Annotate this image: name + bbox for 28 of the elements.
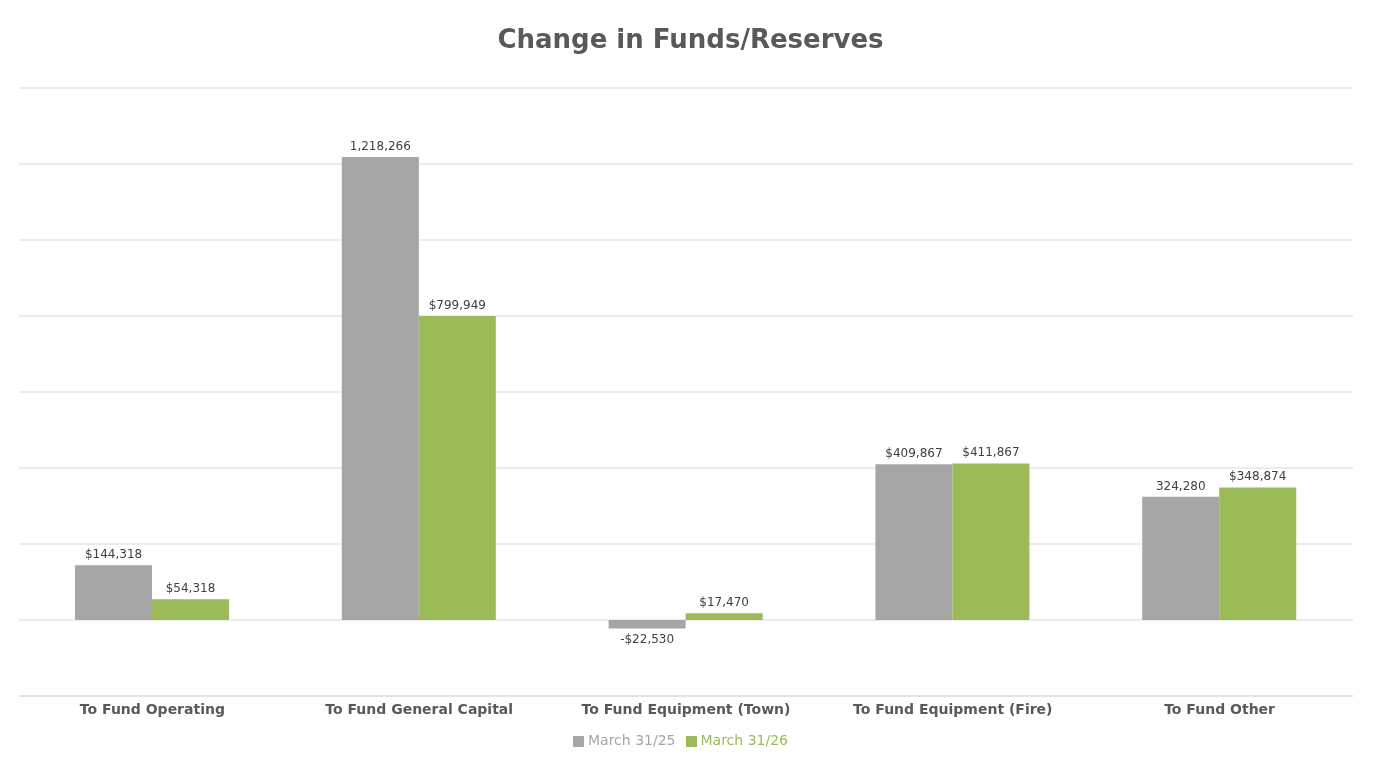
data-label: $348,874: [1229, 469, 1287, 484]
data-label: $799,949: [428, 298, 486, 313]
legend-label: March 31/26: [700, 732, 788, 748]
bar: [152, 599, 230, 620]
bar: [418, 316, 496, 620]
x-tick-label: To Fund General Capital: [325, 700, 514, 717]
data-label: $54,318: [165, 581, 216, 596]
bar: [1142, 496, 1220, 620]
data-label: 1,218,266: [349, 139, 411, 154]
bar: [685, 613, 763, 620]
x-tick-label: To Fund Equipment (Fire): [853, 700, 1053, 717]
data-label: $411,867: [962, 445, 1020, 460]
data-label: $17,470: [699, 595, 749, 610]
data-label: $144,318: [84, 547, 143, 562]
bar: [1219, 487, 1297, 620]
bar: [952, 463, 1030, 620]
bar: [75, 565, 153, 620]
data-label: $409,867: [885, 446, 943, 461]
x-tick-label: To Fund Equipment (Town): [581, 700, 791, 717]
data-label: 324,280: [1155, 478, 1206, 493]
x-tick-label: To Fund Operating: [79, 700, 225, 717]
chart-title: Change in Funds/Reserves: [496, 23, 885, 56]
bar: [608, 620, 686, 629]
bar: [875, 464, 953, 620]
bar: [341, 157, 419, 620]
x-tick-label: To Fund Other: [1164, 700, 1276, 717]
data-label: -$22,530: [620, 631, 675, 646]
legend-label: March 31/25: [588, 732, 676, 748]
